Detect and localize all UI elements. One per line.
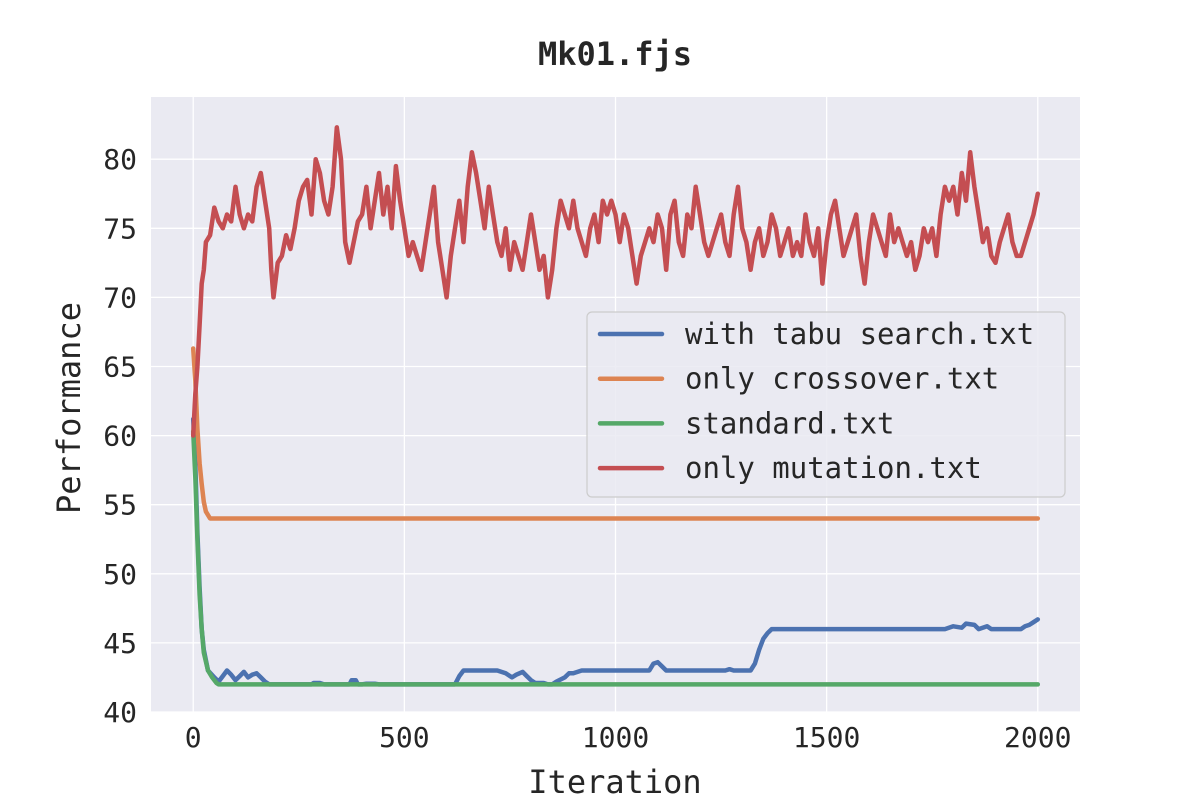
- x-tick-label: 500: [379, 721, 430, 754]
- chart-title: Mk01.fjs: [538, 35, 692, 73]
- y-tick-label: 45: [103, 627, 137, 660]
- legend-label: only crossover.txt: [685, 362, 999, 396]
- y-axis-label: Performance: [50, 302, 88, 514]
- y-tick-label: 80: [103, 143, 137, 176]
- y-tick-label: 65: [103, 350, 137, 383]
- x-tick-label: 1500: [793, 721, 860, 754]
- legend-label: standard.txt: [685, 406, 895, 440]
- series-line-3: [190, 429, 1041, 687]
- legend-box: [586, 311, 1066, 498]
- x-tick-label: 0: [185, 721, 202, 754]
- legend-label: with tabu search.txt: [685, 317, 1034, 351]
- series-line-2: [190, 346, 1041, 521]
- x-axis-label: Iteration: [528, 763, 701, 800]
- x-tick-label: 1000: [582, 721, 649, 754]
- y-tick-label: 75: [103, 212, 137, 245]
- series-line-1: [190, 416, 1041, 687]
- y-tick-label: 60: [103, 420, 137, 453]
- y-tick-label: 70: [103, 281, 137, 314]
- legend-label: only mutation.txt: [685, 451, 982, 485]
- y-tick-label: 55: [103, 489, 137, 522]
- y-tick-label: 40: [103, 696, 137, 729]
- y-tick-label: 50: [103, 558, 137, 591]
- legend: with tabu search.txt only crossover.txt st…: [586, 311, 1066, 498]
- series-line-4: [190, 125, 1041, 438]
- tick-labels: 0 500 1000 1500 2000 40 45 50 55 60 65 70 75 80: [103, 143, 1071, 754]
- series-lines: [190, 125, 1041, 687]
- x-tick-label: 2000: [1004, 721, 1071, 754]
